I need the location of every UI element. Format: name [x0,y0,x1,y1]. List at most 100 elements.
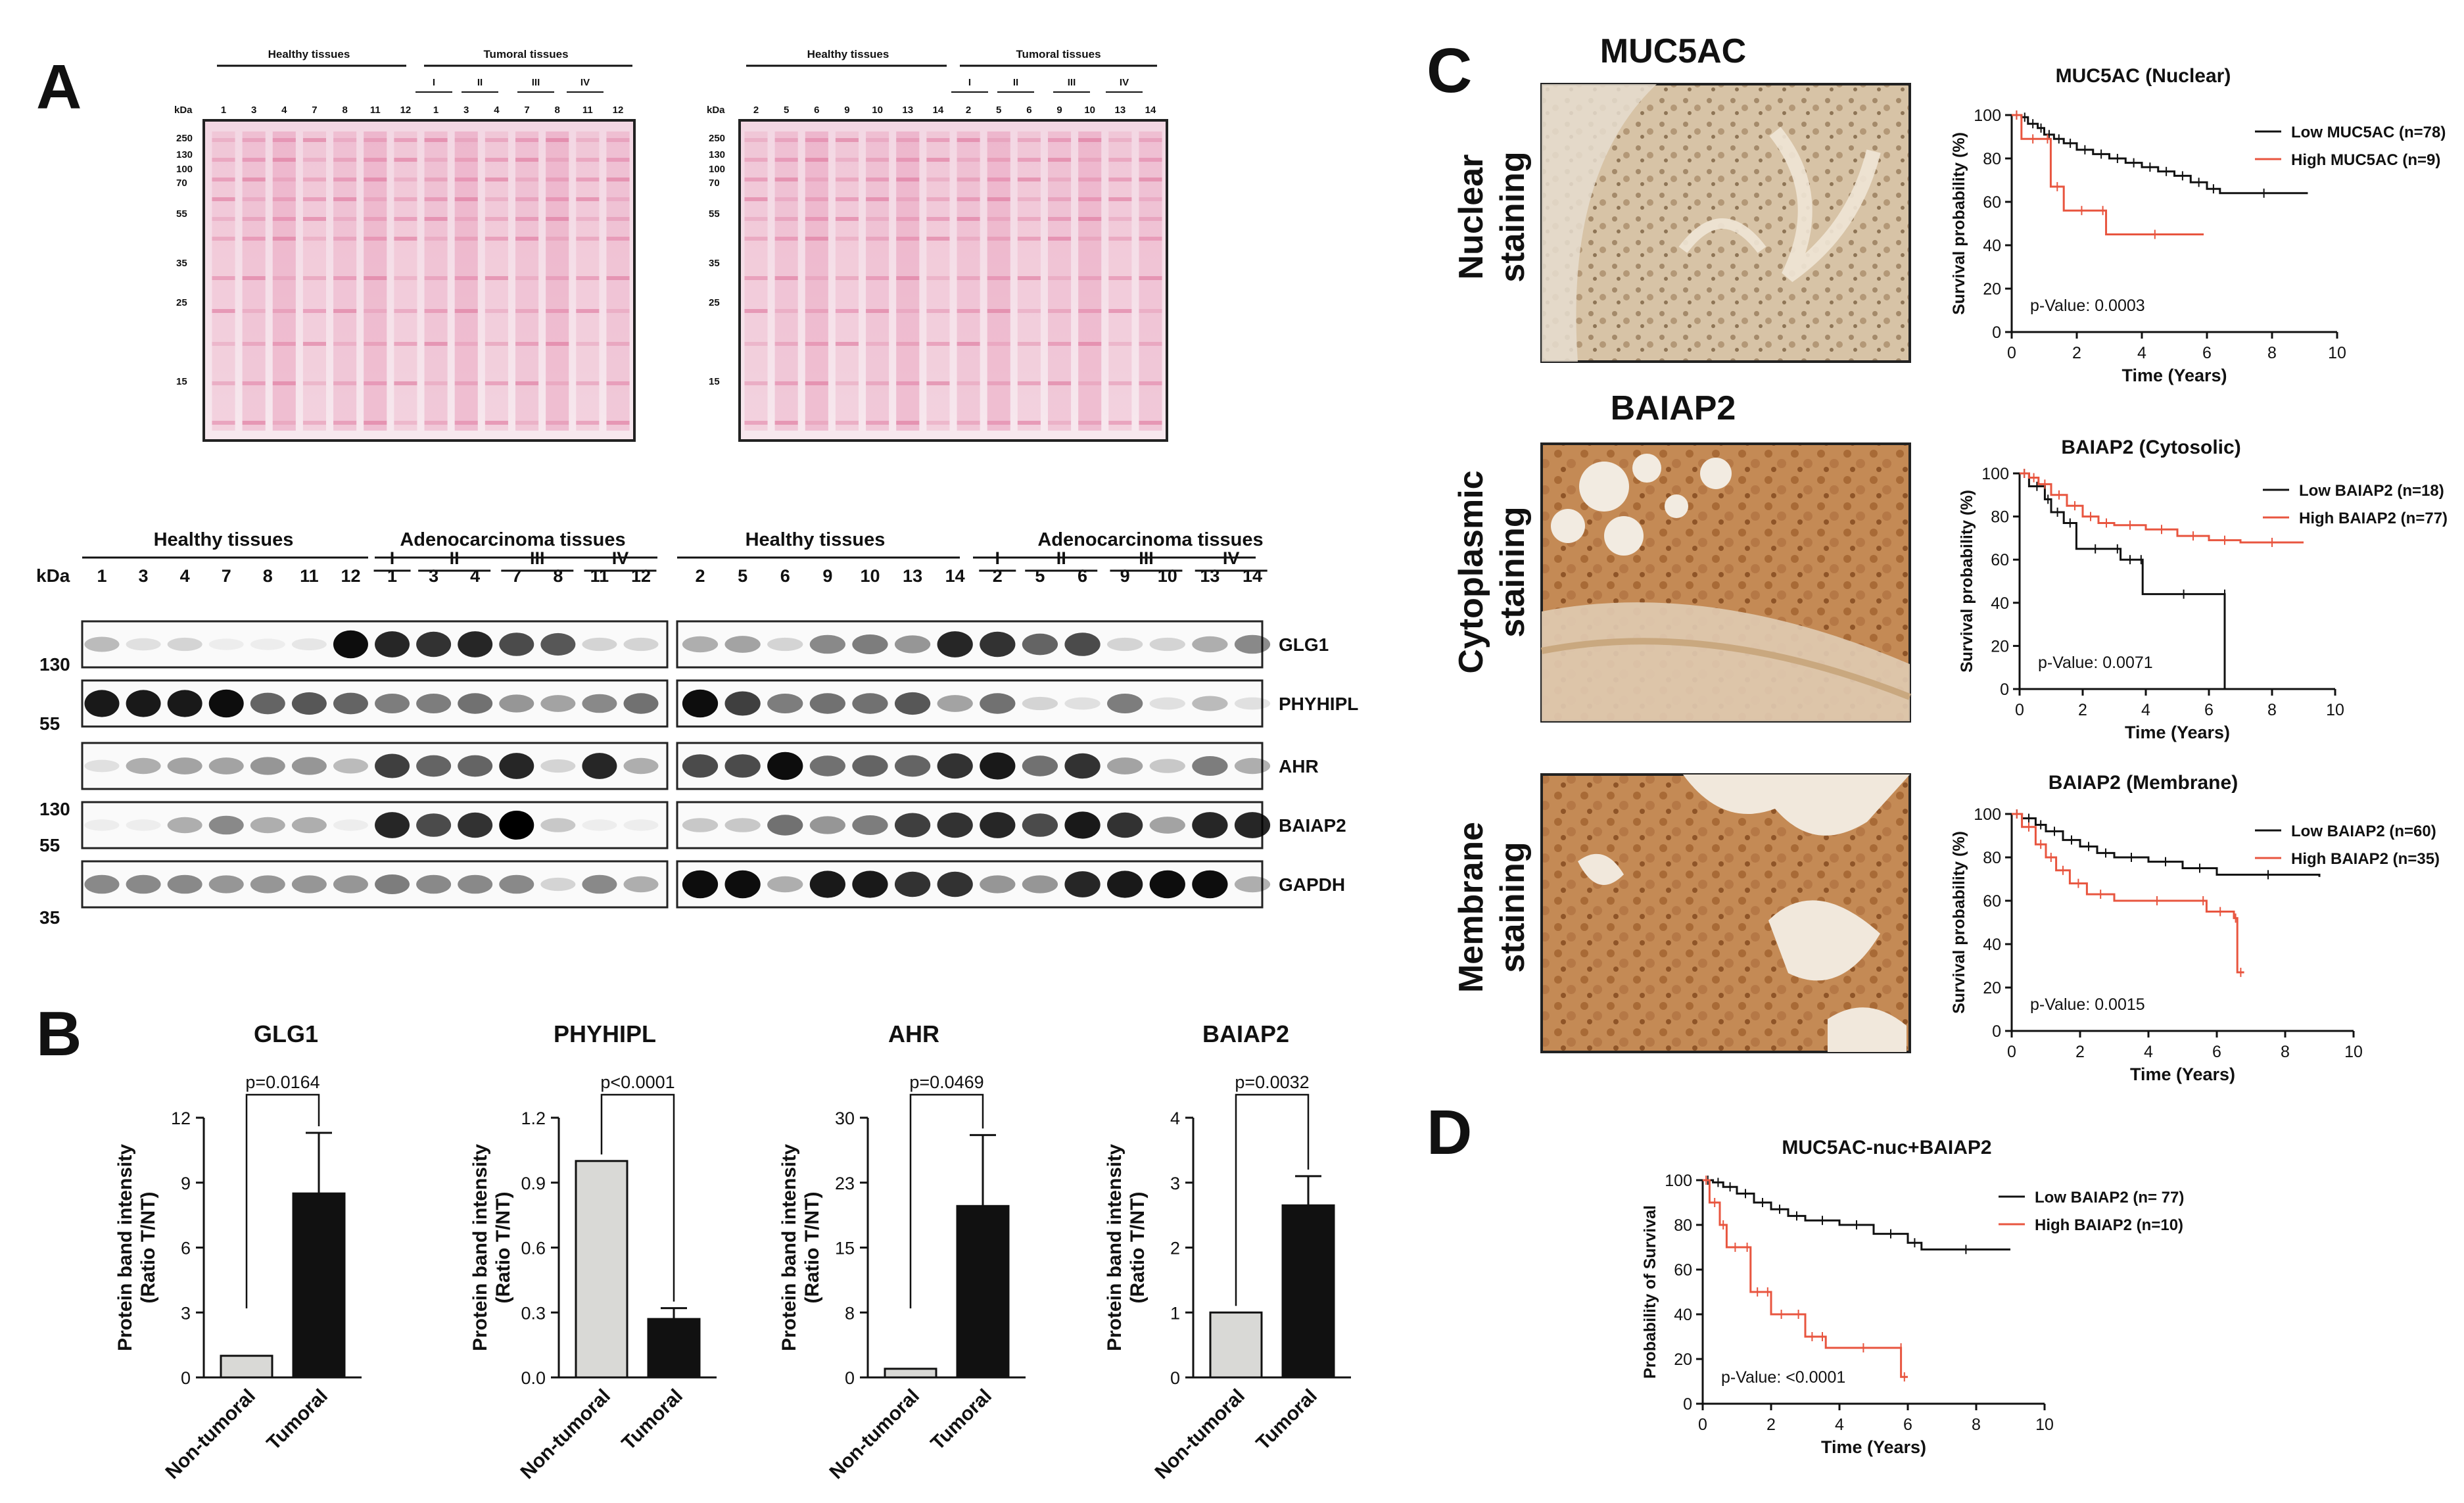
ponceau-band [866,342,889,346]
ponceau-band [1017,197,1041,201]
bar-y-label: Protein band intensity [114,1144,136,1351]
ponceau-band [302,158,326,162]
km-x-tick-label: 2 [2072,344,2081,362]
ponceau-band [1139,421,1162,425]
ponceau-lane-smear [805,131,828,431]
ponceau-band [454,138,478,142]
ponceau-band [212,381,235,385]
ponceau-band [515,217,539,221]
ponceau-band [424,237,448,241]
ponceau-band [896,342,920,346]
wb-band [167,690,202,717]
ponceau-band [394,138,417,142]
ponceau-band [987,342,1010,346]
wb-stage-label: IV [1223,548,1240,568]
km-y-label: Survival probability (%) [1950,132,1968,315]
ponceau-band [1139,178,1162,181]
ponceau-band [606,381,630,385]
ponceau-band [576,276,600,280]
ponceau-band [774,178,798,181]
bar-tumoral [1281,1204,1335,1379]
ponceau-lane-smear [1108,131,1132,431]
wb-right-adeno-header: Adenocarcinoma tissues [1037,529,1263,550]
ponceau-lane-label: 8 [342,105,347,116]
bar-category-label: Tumoral [618,1385,687,1454]
ponceau-band [546,158,569,162]
wb-lane-label: 10 [860,566,880,586]
bar-y-tick-label: 9 [181,1174,191,1193]
ponceau-band [896,381,920,385]
ponceau-band [333,138,357,142]
ponceau-band [957,309,980,313]
ponceau-band [1048,381,1072,385]
bar-pvalue: p=0.0164 [245,1072,320,1092]
ponceau-band [302,421,326,425]
ponceau-band [485,237,508,241]
ponceau-band [1048,178,1072,181]
wb-band [682,870,719,899]
ponceau-band [302,342,326,346]
ponceau-band [987,178,1010,181]
ponceau-band [987,158,1010,162]
ponceau-band [987,217,1010,221]
ponceau-band [926,276,950,280]
km-legend-low: Low BAIAP2 (n=18) [2299,482,2444,500]
ponceau-lane-smear [364,131,387,431]
ponceau-band [774,217,798,221]
ponceau-lane-smear [515,131,539,431]
ponceau-band [1078,276,1102,280]
wb-stage-label: II [450,548,460,568]
ponceau-band [576,178,600,181]
ponceau-band [606,217,630,221]
ponceau-band [242,237,266,241]
wb-band [84,690,120,717]
ponceau-band [212,276,235,280]
km-x-tick-label: 2 [1766,1416,1776,1434]
ponceau-band [987,138,1010,142]
km-y-tick-label: 60 [1983,193,2001,212]
ponceau-band [1108,237,1132,241]
bar-category-label: Non-tumoral [826,1385,924,1483]
ponceau-band [1108,309,1132,313]
wb-band [416,694,452,713]
wb-band [1107,812,1143,838]
ponceau-band [272,217,296,221]
ponceau-band [1017,178,1041,181]
wb-band [208,875,244,894]
ponceau-band [364,381,387,385]
km-legend-high: High BAIAP2 (n=35) [2291,850,2440,868]
wb-protein-label: BAIAP2 [1279,815,1346,836]
wb-band [682,818,719,832]
ponceau-band [212,342,235,346]
wb-lane-label: 11 [590,566,609,586]
ponceau-band [272,381,296,385]
ponceau-band [744,217,768,221]
ponceau-lane-smear [987,131,1010,431]
ponceau-band [744,381,768,385]
km-x-tick-label: 6 [2202,344,2212,362]
ponceau-band [1139,309,1162,313]
km-y-tick-label: 100 [1981,465,2009,483]
ponceau-band [333,309,357,313]
ponceau-band [272,342,296,346]
km-x-tick-label: 10 [2326,701,2344,719]
ponceau-band [546,421,569,425]
km-pvalue: p-Value: 0.0015 [2030,995,2145,1014]
wb-lane-label: 8 [263,566,273,586]
km-x-tick-label: 10 [2035,1416,2054,1434]
wb-lane-label: 9 [1120,566,1130,586]
ponceau-band [987,197,1010,201]
wb-band [980,812,1016,838]
wb-band [980,631,1016,657]
baiap2-title: BAIAP2 [1611,389,1736,427]
km-x-tick-label: 0 [2015,701,2024,719]
ponceau-band [1108,138,1132,142]
ponceau-band [333,217,357,221]
wb-band [937,631,973,657]
muc5ac-title: MUC5AC [1600,32,1746,70]
ponceau-band [835,237,859,241]
ponceau-band [896,237,920,241]
ponceau-band [546,138,569,142]
